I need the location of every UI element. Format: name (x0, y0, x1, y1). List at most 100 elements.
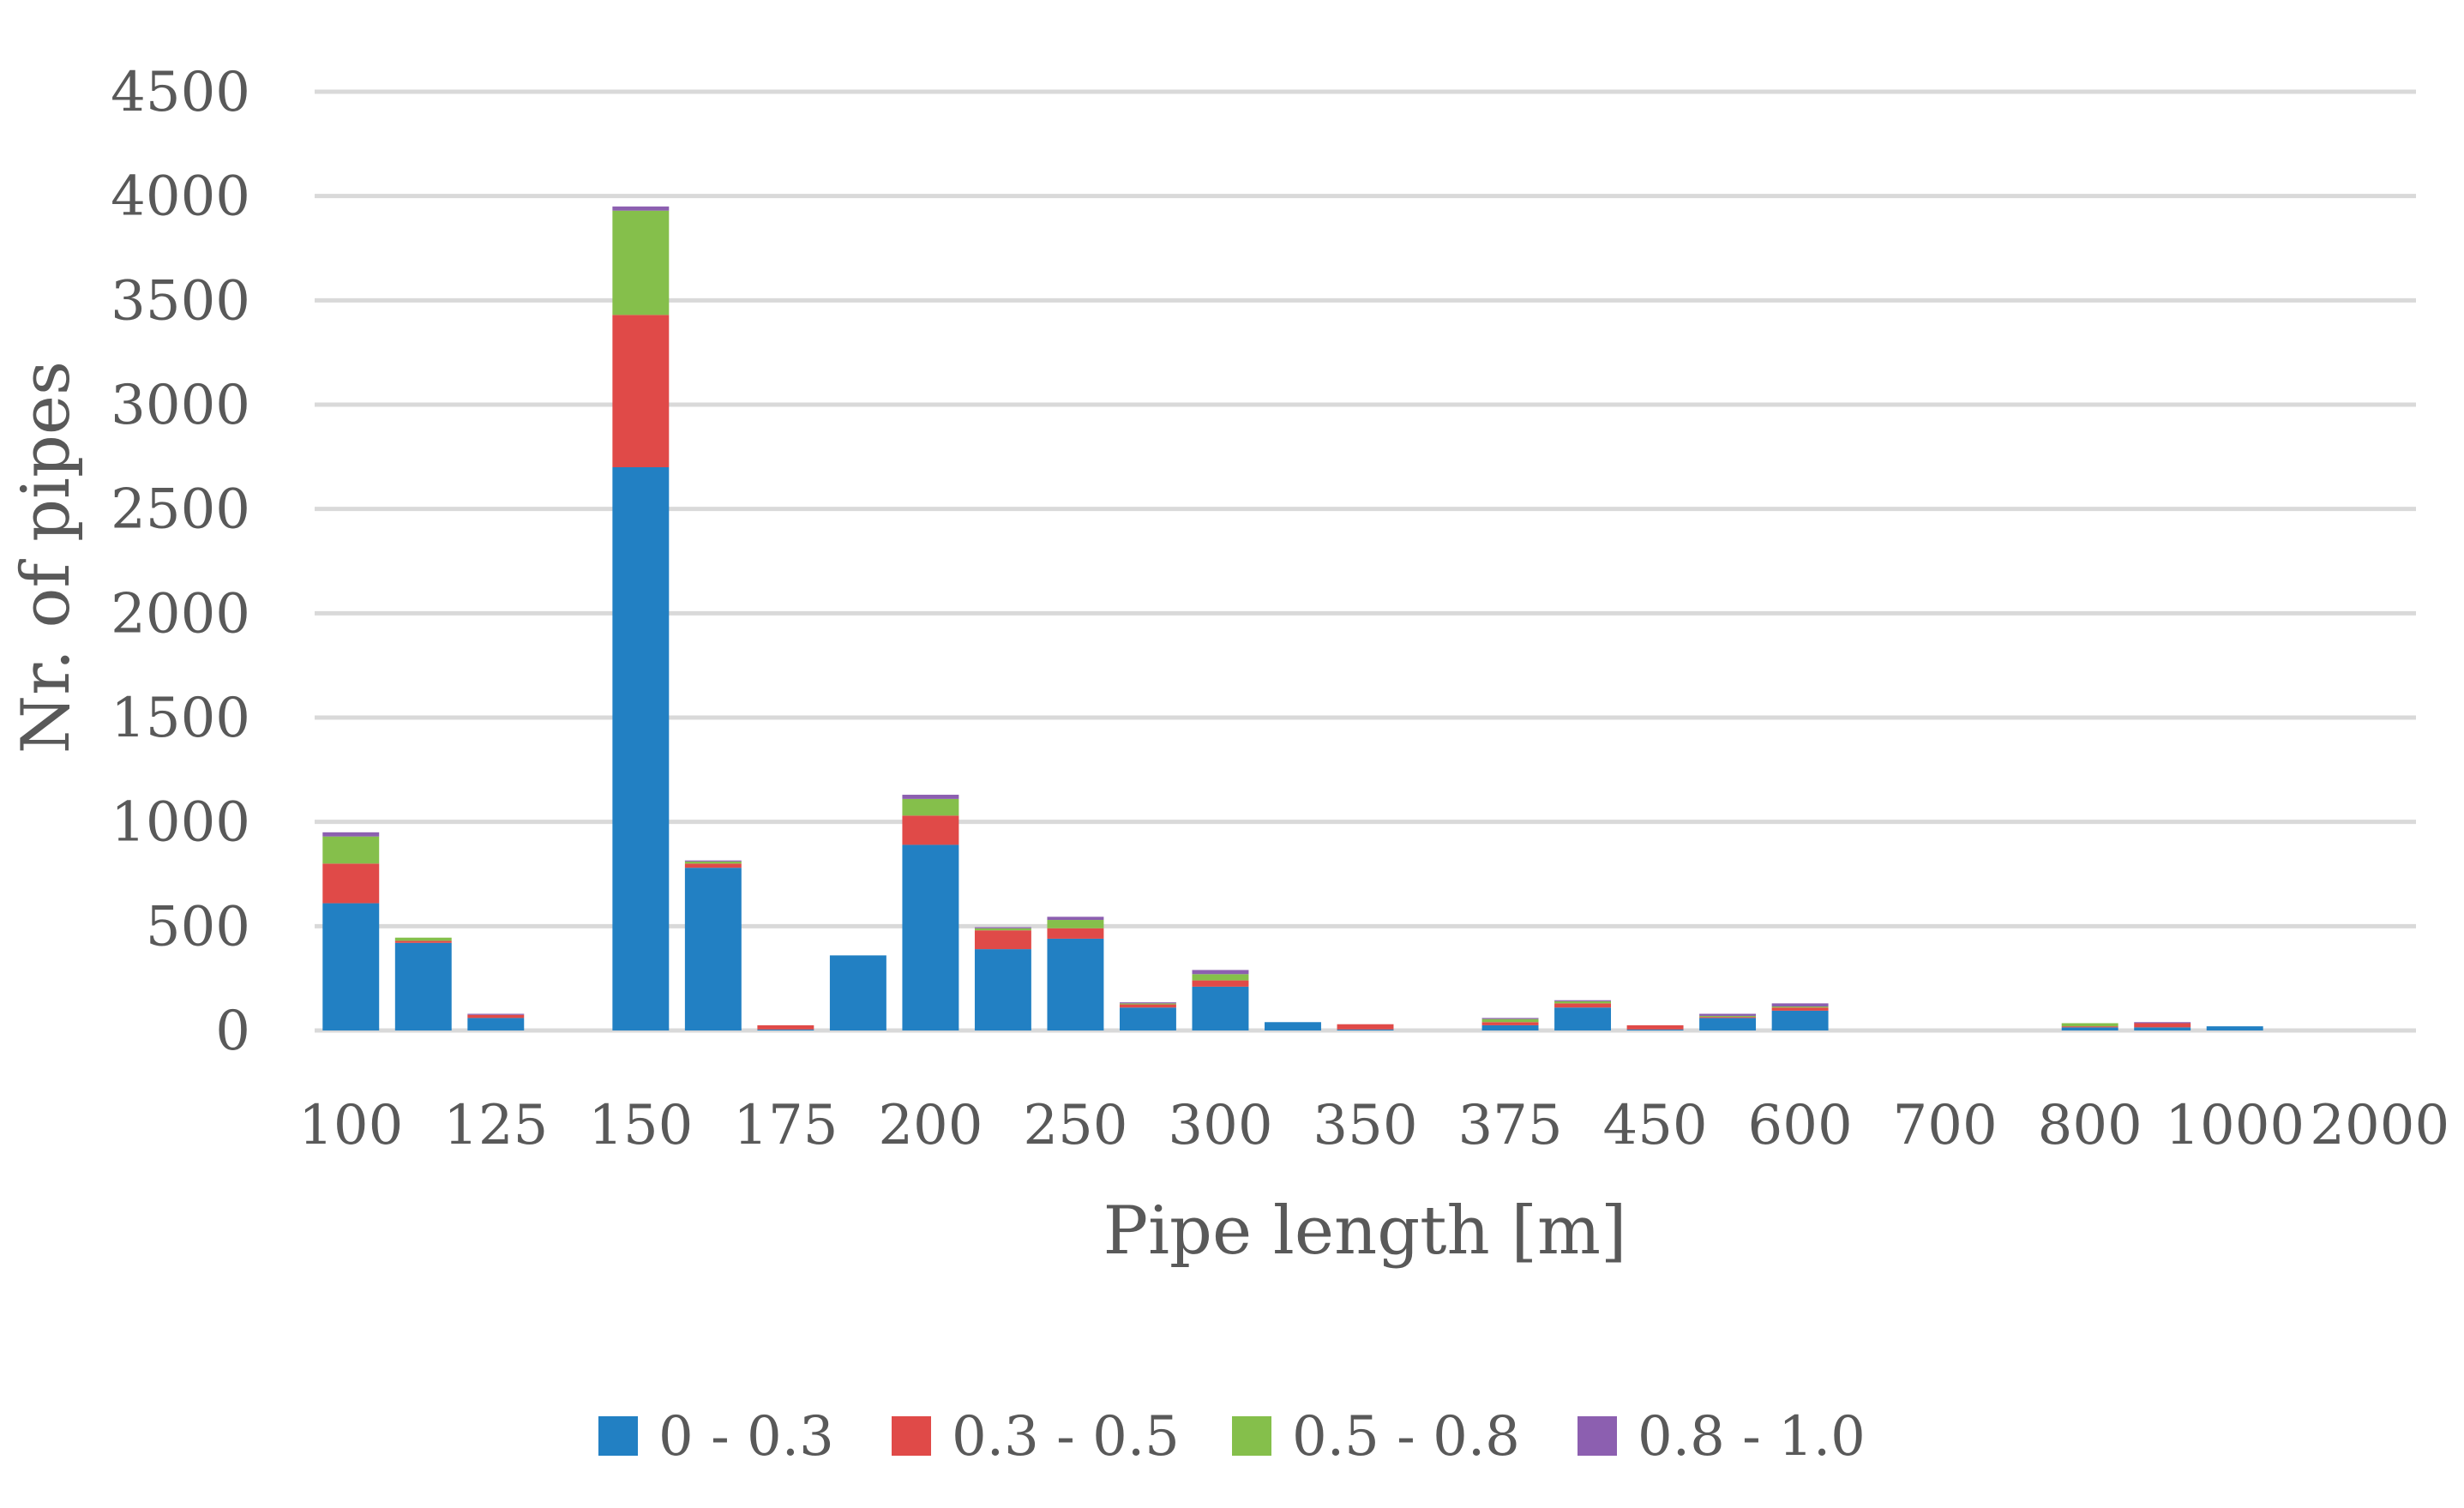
bar-900-series-2 (2134, 1023, 2191, 1028)
x-axis-title: Pipe length [m] (1103, 1193, 1627, 1270)
bar-100-series-1 (322, 903, 380, 1030)
bar-800-series-1 (2061, 1027, 2118, 1030)
bar-400-series-3 (1554, 1000, 1612, 1004)
bar-180-series-1 (829, 955, 886, 1030)
legend: 0 - 0.3 0.3 - 0.5 0.5 - 0.8 0.8 - 1.0 (598, 1405, 1866, 1469)
bar-200-series-2 (902, 815, 959, 845)
bar-200-series-1 (902, 844, 959, 1030)
x-axis-ticks: 100 125 150 175 200 250 300 350 375 450 600 700 800 1… (298, 1094, 2449, 1157)
bar-250-series-3 (1047, 920, 1104, 928)
x-tick-label: 350 (1313, 1094, 1417, 1157)
bar-280-series-1 (1119, 1007, 1176, 1030)
y-tick-label: 2000 (111, 582, 250, 646)
bar-150-series-3 (612, 210, 670, 315)
bar-100-series-4 (322, 832, 380, 837)
bar-225-series-1 (974, 949, 1031, 1030)
bar-110-series-2 (394, 940, 452, 943)
x-tick-label: 2000 (2310, 1094, 2449, 1157)
bar-250-series-4 (1047, 916, 1104, 921)
bar-800-series-3 (2061, 1023, 2118, 1027)
y-tick-label: 500 (146, 895, 250, 958)
bars (322, 206, 2263, 1030)
bar-250-series-1 (1047, 938, 1104, 1030)
bar-160-series-2 (684, 863, 742, 868)
bar-100-series-3 (322, 836, 380, 864)
bar-300-series-3 (1192, 974, 1249, 981)
x-tick-label: 175 (733, 1094, 838, 1157)
bar-500-series-3 (1699, 1015, 1757, 1018)
bar-150-series-1 (612, 467, 670, 1030)
y-tick-label: 1500 (111, 687, 250, 750)
bar-150-series-2 (612, 315, 670, 467)
y-tick-label: 2500 (111, 478, 250, 542)
x-tick-label: 100 (298, 1094, 403, 1157)
bar-375-series-3 (1481, 1018, 1539, 1023)
bar-250-series-2 (1047, 928, 1104, 939)
bar-160-series-1 (684, 868, 742, 1030)
bar-1000-series-1 (2206, 1026, 2263, 1030)
bar-800-series-2 (2061, 1026, 2118, 1028)
bar-160-series-3 (684, 861, 742, 864)
x-tick-label: 150 (588, 1094, 693, 1157)
legend-swatch-4 (1578, 1416, 1617, 1456)
legend-swatch-2 (892, 1416, 931, 1456)
bar-125-series-4 (467, 1013, 525, 1015)
bar-100-series-2 (322, 863, 380, 904)
bar-500-series-1 (1699, 1018, 1757, 1030)
legend-swatch-1 (598, 1416, 638, 1456)
bar-150-series-4 (612, 206, 670, 211)
bar-375-series-2 (1481, 1022, 1539, 1025)
y-axis-ticks: 0 500 1000 1500 2000 2500 3000 3500 4000 4500 (111, 61, 250, 1063)
bar-500-series-4 (1699, 1013, 1757, 1016)
y-tick-label: 4500 (111, 61, 250, 124)
legend-label-1: 0 - 0.3 (658, 1405, 834, 1469)
bar-400-series-4 (1554, 1000, 1612, 1001)
x-tick-label: 300 (1168, 1094, 1272, 1157)
bar-125-series-2 (467, 1014, 525, 1018)
bar-600-series-1 (1771, 1010, 1829, 1030)
bar-200-series-4 (902, 795, 959, 799)
legend-label-2: 0.3 - 0.5 (952, 1405, 1180, 1469)
bar-900-series-1 (2134, 1027, 2191, 1030)
y-tick-label: 3000 (111, 374, 250, 437)
bar-200-series-3 (902, 798, 959, 816)
bar-600-series-2 (1771, 1007, 1829, 1011)
bar-225-series-2 (974, 930, 1031, 950)
bar-375-series-1 (1481, 1024, 1539, 1030)
bar-175-series-2 (757, 1024, 814, 1030)
x-tick-label: 125 (443, 1094, 548, 1157)
bar-110-series-1 (394, 942, 452, 1030)
bar-300-series-1 (1192, 986, 1249, 1030)
x-tick-label: 450 (1602, 1094, 1707, 1157)
y-tick-label: 4000 (111, 165, 250, 229)
bar-400-series-1 (1554, 1007, 1612, 1030)
legend-label-4: 0.8 - 1.0 (1638, 1405, 1866, 1469)
legend-label-3: 0.5 - 0.8 (1292, 1405, 1520, 1469)
bar-450-series-2 (1626, 1024, 1684, 1030)
bar-280-series-4 (1119, 1002, 1176, 1004)
x-tick-label: 700 (1893, 1094, 1998, 1157)
bar-300-series-2 (1192, 980, 1249, 987)
bar-225-series-3 (974, 928, 1031, 931)
bar-125-series-1 (467, 1018, 525, 1030)
bar-160-series-4 (684, 860, 742, 862)
bar-315-series-1 (1265, 1022, 1321, 1030)
bar-350-series-2 (1337, 1024, 1394, 1030)
y-tick-label: 3500 (111, 269, 250, 333)
bar-300-series-4 (1192, 970, 1249, 975)
bar-280-series-3 (1119, 1003, 1176, 1005)
x-tick-label: 375 (1457, 1094, 1562, 1157)
bar-900-series-4 (2134, 1022, 2191, 1024)
x-tick-label: 800 (2038, 1094, 2142, 1157)
bar-600-series-4 (1771, 1003, 1829, 1007)
y-axis-title: Nr. of pipes (8, 361, 85, 754)
legend-swatch-3 (1232, 1416, 1271, 1456)
bar-110-series-3 (394, 937, 452, 941)
bar-500-series-2 (1699, 1017, 1757, 1018)
x-tick-label: 600 (1748, 1094, 1853, 1157)
bar-280-series-2 (1119, 1004, 1176, 1008)
x-tick-label: 200 (878, 1094, 983, 1157)
y-tick-label: 1000 (111, 791, 250, 855)
x-tick-label: 250 (1023, 1094, 1127, 1157)
